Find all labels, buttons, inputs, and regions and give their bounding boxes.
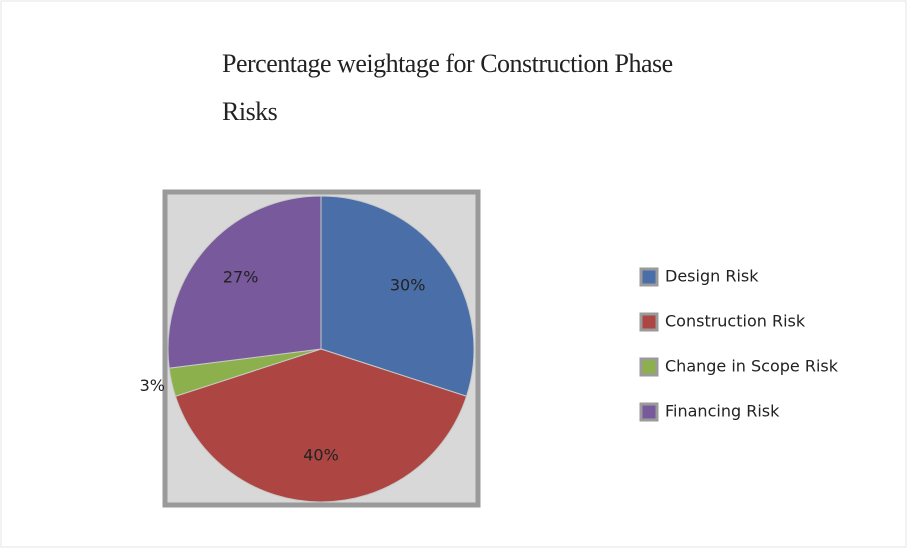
legend-label: Construction Risk: [665, 312, 806, 331]
data-label: 27%: [223, 268, 259, 287]
legend-label: Change in Scope Risk: [665, 357, 839, 376]
legend-label: Design Risk: [665, 267, 759, 286]
legend-swatch: [639, 402, 659, 422]
pie-slice: [167, 195, 322, 369]
pie-slice: [320, 195, 475, 397]
data-label: 30%: [390, 276, 426, 295]
legend-swatch: [639, 267, 659, 287]
legend-swatch: [639, 312, 659, 332]
legend-swatch: [639, 357, 659, 377]
legend-label: Financing Risk: [665, 402, 780, 421]
data-label: 40%: [303, 446, 339, 465]
data-label: 3%: [140, 376, 165, 395]
pie-slice: [174, 348, 468, 503]
chart-title: Percentage weightage for Construction Ph…: [222, 49, 673, 126]
